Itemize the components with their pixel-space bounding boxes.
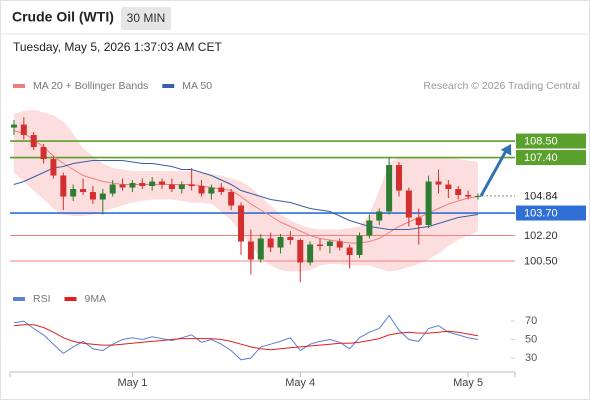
legend-label: RSI (33, 293, 51, 305)
candle-body (474, 195, 481, 197)
candle-body (168, 184, 175, 190)
candle-body (159, 181, 166, 185)
candle-body (445, 184, 452, 190)
level-label-box (516, 205, 586, 221)
legend-swatch (64, 297, 77, 301)
indicator-line (13, 324, 479, 351)
candle-body (129, 183, 136, 188)
level-label-box (516, 253, 586, 269)
candle-body (395, 165, 402, 191)
candle-body (415, 217, 422, 226)
candle-body (307, 244, 314, 263)
candle-body (297, 240, 304, 263)
candle-body (60, 175, 67, 197)
candle-body (455, 189, 462, 196)
candle-body (356, 235, 363, 256)
level-label-box (516, 133, 586, 149)
candle-body (208, 187, 215, 194)
instrument-title: Crude Oil (WTI) (12, 9, 114, 25)
candle-body (405, 190, 412, 218)
legend-swatch (13, 84, 25, 88)
candle-body (99, 193, 106, 200)
candle-body (50, 159, 57, 176)
candle-body (366, 220, 373, 236)
candle-body (317, 244, 324, 247)
timeframe-badge (121, 7, 171, 30)
candle-body (119, 184, 126, 188)
candle-body (20, 124, 27, 136)
candle-body (10, 124, 17, 128)
candle-body (70, 189, 77, 197)
level-label: 107.40 (524, 152, 558, 164)
level-label-box (516, 228, 586, 244)
level-label-box (516, 188, 586, 204)
candle-body (198, 186, 205, 194)
y-tick-label: 50 (525, 333, 537, 345)
candle-body (326, 241, 333, 247)
level-label: 108.50 (524, 135, 558, 147)
candle-body (40, 147, 47, 160)
y-tick-label: 30 (525, 352, 537, 364)
candle-body (188, 184, 195, 187)
legend-label: 9MA (85, 293, 107, 305)
projection-arrow (479, 148, 509, 197)
candle-body (287, 237, 294, 241)
level-label: 104.84 (524, 190, 558, 202)
candle-body (30, 135, 37, 148)
timestamp: Tuesday, May 5, 2026 1:37:03 AM CET (13, 40, 222, 54)
moving-average (13, 130, 479, 244)
level-label: 103.70 (524, 207, 558, 219)
level-label-box (516, 150, 586, 166)
candle-body (238, 205, 245, 242)
candle-body (336, 241, 343, 248)
candle-body (267, 238, 274, 248)
candle-body (80, 189, 87, 193)
candle-body (346, 247, 353, 256)
candle-body (247, 241, 254, 260)
x-tick-label: May 5 (453, 377, 483, 389)
candle-body (89, 192, 96, 200)
credit: Research © 2026 Trading Central (423, 80, 580, 92)
y-tick-label: 70 (525, 315, 537, 327)
legend-label: MA 20 + Bollinger Bands (33, 80, 148, 92)
candle-body (465, 195, 472, 197)
level-label: 102.20 (524, 230, 558, 242)
level-label: 100.50 (524, 255, 558, 267)
legend-label: MA 50 (182, 80, 212, 92)
candle-body (178, 184, 185, 190)
candle-body (228, 192, 235, 206)
candle-body (149, 181, 156, 187)
indicator-line (13, 314, 479, 361)
timeframe: 30 MIN (127, 11, 166, 25)
candle-body (425, 181, 432, 226)
candle-body (218, 187, 225, 193)
projection-arrow-head (500, 144, 512, 156)
candle-body (277, 237, 284, 248)
bollinger-band (13, 109, 479, 272)
legend-swatch (13, 297, 25, 301)
candle-body (376, 211, 383, 221)
moving-average (13, 160, 479, 230)
x-tick-label: May 4 (285, 377, 315, 389)
candle-body (257, 238, 264, 260)
legend-swatch (162, 84, 175, 88)
candle-body (435, 181, 442, 185)
candle-body (386, 165, 393, 212)
x-tick-label: May 1 (117, 377, 147, 389)
candle-body (139, 183, 146, 187)
candle-body (109, 184, 116, 194)
